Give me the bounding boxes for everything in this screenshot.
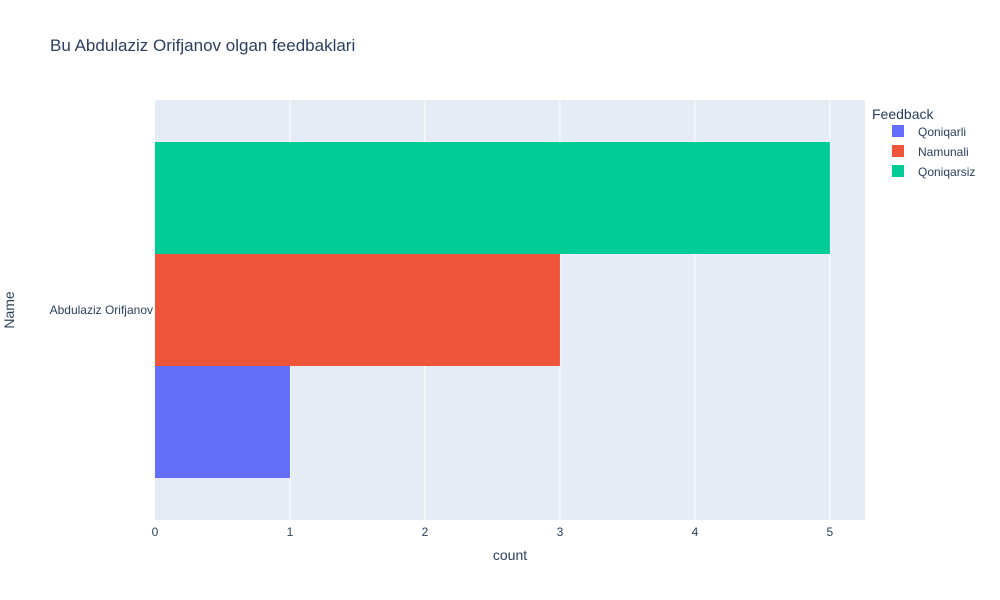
legend-swatch: [892, 125, 904, 137]
y-axis-title: Name: [1, 291, 17, 329]
y-tick-label: Abdulaziz Orifjanov: [50, 303, 153, 317]
x-tick-label: 1: [287, 525, 294, 539]
bars: [155, 142, 830, 478]
x-tick-label: 2: [422, 525, 429, 539]
legend[interactable]: Feedback Qoniqarli Namunali Qoniqarsiz: [872, 106, 975, 179]
x-tick-label: 3: [557, 525, 564, 539]
legend-label[interactable]: Namunali: [918, 145, 969, 159]
y-tick-labels: Abdulaziz Orifjanov: [50, 303, 153, 317]
legend-swatch: [892, 145, 904, 157]
legend-label[interactable]: Qoniqarli: [918, 125, 966, 139]
legend-label[interactable]: Qoniqarsiz: [918, 165, 975, 179]
x-tick-labels: 0 1 2 3 4 5: [152, 525, 834, 539]
x-axis-title: count: [493, 547, 527, 563]
bar-namunali[interactable]: [155, 254, 560, 366]
bar-qoniqarli[interactable]: [155, 366, 290, 478]
x-tick-label: 0: [152, 525, 159, 539]
legend-title: Feedback: [872, 106, 934, 122]
bar-qoniqarsiz[interactable]: [155, 142, 830, 254]
x-tick-label: 4: [692, 525, 699, 539]
x-tick-label: 5: [827, 525, 834, 539]
legend-swatch: [892, 165, 904, 177]
chart-title: Bu Abdulaziz Orifjanov olgan feedbaklari: [50, 36, 355, 55]
